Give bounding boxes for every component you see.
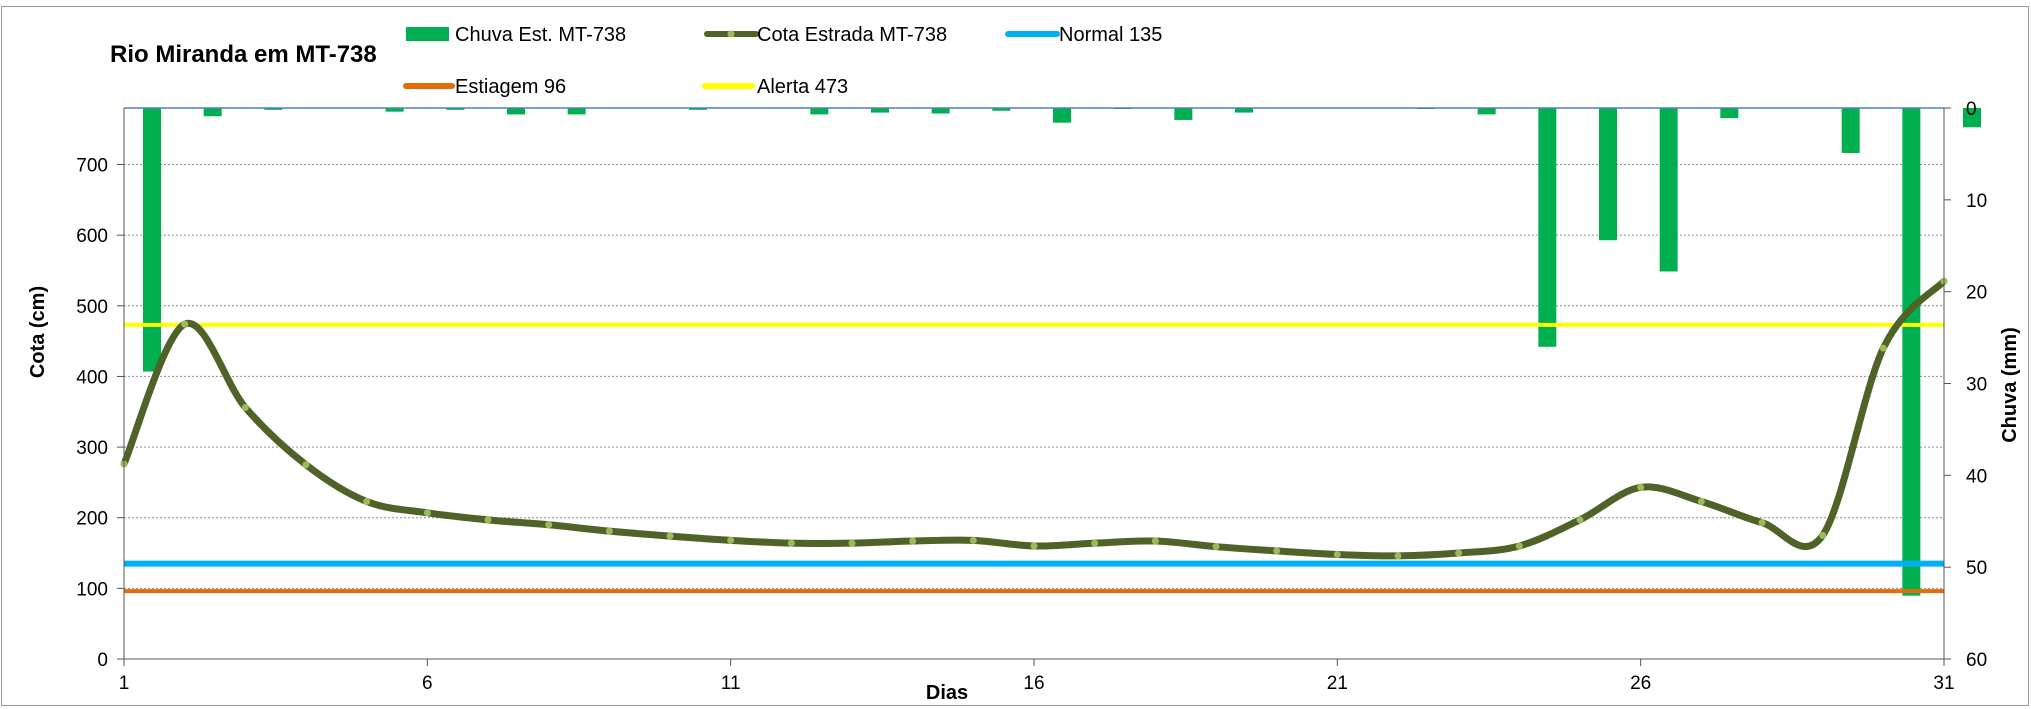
rain-bar (385, 108, 404, 112)
cota-point (1758, 519, 1766, 527)
rain-bar (1902, 108, 1921, 596)
rain-bar (1235, 108, 1253, 113)
y-tick-label-right: 30 (1966, 375, 1987, 396)
rain-bar (264, 108, 283, 110)
y-tick-label-left: 300 (76, 438, 108, 459)
rain-bar (1720, 108, 1739, 119)
cota-point (969, 536, 977, 544)
cota-point (1273, 547, 1281, 555)
cota-series-line (120, 278, 1947, 560)
legend-label-chuva: Chuva Est. MT-738 (455, 24, 626, 46)
y-tick-label-left: 500 (76, 297, 108, 318)
cota-point (787, 539, 795, 547)
cota-line (120, 277, 1948, 560)
cota-point (1515, 542, 1523, 550)
y-tick-label-right: 20 (1966, 283, 1987, 304)
y-tick-label-left: 600 (76, 226, 108, 247)
cota-point (1151, 537, 1159, 545)
cota-point (1091, 539, 1099, 547)
y-tick-label-right: 0 (1966, 99, 1977, 120)
rain-bar (1659, 108, 1678, 272)
x-tick-label: 21 (1327, 673, 1348, 694)
legend-label-normal: Normal 135 (1059, 24, 1162, 46)
rain-bar (507, 108, 525, 115)
cota-point (1333, 550, 1341, 558)
y-tick-label-left: 200 (76, 509, 108, 530)
reference-lines (124, 322, 1944, 594)
x-tick-label: 26 (1630, 673, 1651, 694)
legend-label-alerta: Alerta 473 (757, 76, 848, 98)
y-tick-label-right: 50 (1966, 558, 1987, 579)
cota-point (727, 536, 735, 544)
cota-point (1637, 483, 1645, 491)
cota-point (1879, 344, 1887, 352)
cota-point (605, 527, 613, 535)
rain-bar (810, 108, 829, 115)
rain-bar (871, 108, 889, 113)
rain-bar (1963, 108, 1981, 128)
x-tick-label: 6 (422, 673, 433, 694)
cota-point (1576, 516, 1584, 524)
cota-point (181, 320, 189, 328)
rain-bars (143, 108, 1981, 596)
x-tick-label: 16 (1023, 673, 1044, 694)
rain-bar (1841, 108, 1860, 153)
legend-label-estiagem: Estiagem 96 (455, 76, 566, 98)
cota-point (423, 509, 431, 517)
y-tick-label-left: 400 (76, 367, 108, 388)
cota-point (1394, 552, 1402, 560)
y-tick-label-left: 0 (97, 650, 108, 671)
rain-bar (143, 108, 161, 372)
rain-bar (1538, 108, 1557, 347)
cota-point (241, 404, 249, 412)
y-tick-label-left: 700 (76, 156, 108, 177)
rain-bar (1599, 108, 1617, 241)
rain-bar (446, 108, 465, 110)
cota-point (1819, 531, 1827, 539)
x-tick-label: 31 (1933, 673, 1954, 694)
chart-frame (1, 6, 2029, 706)
gridlines (124, 164, 1944, 589)
legend-item-estiagem: Estiagem 96 (403, 76, 566, 98)
x-tick-label: 11 (721, 673, 741, 694)
rain-bar (1053, 108, 1071, 123)
rain-bar (567, 108, 586, 115)
y-tick-label-right: 60 (1966, 650, 1987, 671)
legend-swatch-chuva (406, 27, 449, 41)
rain-bar (203, 108, 222, 117)
cota-point (909, 537, 917, 545)
legend-item-normal: Normal 135 (1005, 24, 1162, 46)
x-axis-label: Dias (926, 682, 968, 704)
rain-bar (1477, 108, 1496, 115)
y-tick-label-left: 100 (76, 579, 108, 600)
rain-bar (931, 108, 950, 114)
y-tick-label-right: 10 (1966, 191, 1987, 212)
cota-point (1455, 549, 1463, 557)
chart-title: Rio Miranda em MT-738 (110, 41, 377, 68)
cota-point (545, 521, 553, 529)
cota-point (1697, 497, 1705, 505)
cota-point (666, 532, 674, 540)
cota-point (848, 539, 856, 547)
legend-item-chuva: Chuva Est. MT-738 (406, 24, 626, 46)
rain-bar (992, 108, 1011, 111)
y-tick-label-right: 40 (1966, 466, 1987, 487)
cota-point (363, 497, 371, 505)
legend-item-alerta: Alerta 473 (702, 76, 848, 98)
cota-point (1212, 543, 1220, 551)
legend-item-cota: Cota Estrada MT-738 (704, 24, 947, 46)
rain-bar (689, 108, 707, 110)
y-axis-label-left: Cota (cm) (27, 286, 49, 378)
legend-marker-cota (727, 30, 735, 38)
cota-point (484, 516, 492, 524)
rain-bar (1174, 108, 1193, 120)
y-axis-label-right: Chuva (mm) (1999, 327, 2021, 443)
legend-label-cota: Cota Estrada MT-738 (757, 24, 947, 46)
x-tick-label: 1 (119, 673, 130, 694)
cota-point (1030, 542, 1038, 550)
legend: Chuva Est. MT-738 Cota Estrada MT-738 No… (403, 24, 1162, 98)
cota-point (302, 461, 310, 469)
